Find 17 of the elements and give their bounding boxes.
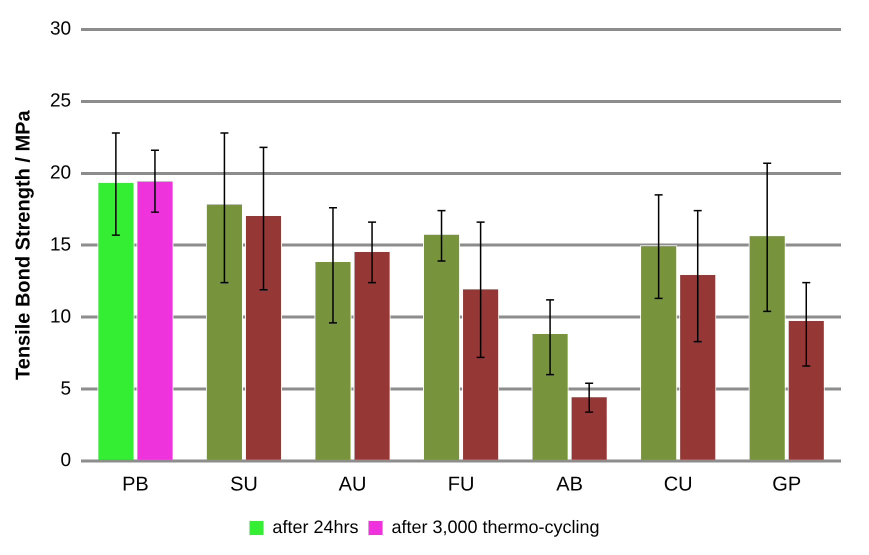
y-axis-title: Tensile Bond Strength / MPa <box>12 110 35 380</box>
x-tick-label: CU <box>664 474 693 496</box>
y-tick-label: 25 <box>50 90 72 112</box>
legend-label: after 3,000 thermo-cycling <box>391 516 600 537</box>
x-tick-label: AU <box>338 474 366 496</box>
y-tick-label: 10 <box>50 306 72 328</box>
y-tick-label: 0 <box>60 450 72 472</box>
x-tick-label: FU <box>448 474 474 496</box>
y-tick-label: 5 <box>60 378 72 400</box>
x-tick-label: GP <box>772 474 802 496</box>
y-tick-label: 15 <box>50 234 72 256</box>
x-tick-label: SU <box>230 474 258 496</box>
x-tick-label: PB <box>122 474 149 496</box>
y-tick-label: 20 <box>50 162 72 184</box>
legend-label: after 24hrs <box>272 516 358 537</box>
x-tick-label: AB <box>556 474 583 496</box>
y-tick-label: 30 <box>50 18 72 40</box>
